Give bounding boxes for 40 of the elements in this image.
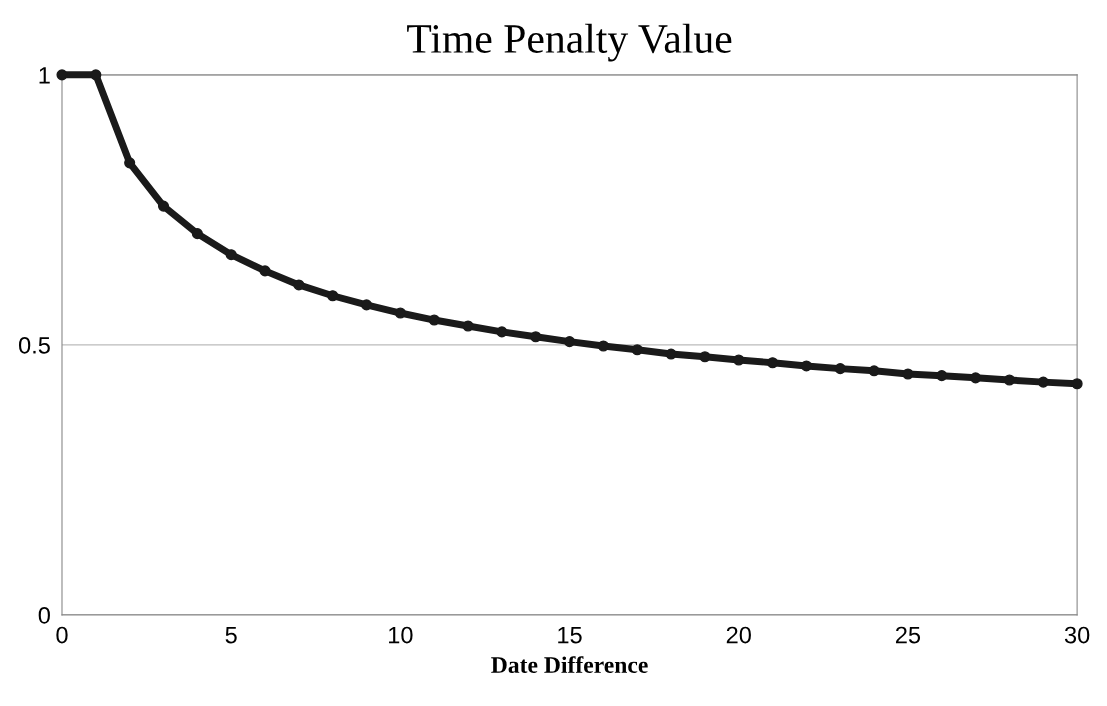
point bbox=[259, 265, 271, 277]
point bbox=[597, 340, 609, 352]
x-tick-label: 10 bbox=[389, 626, 413, 644]
y-tick-label: 0.5 bbox=[18, 336, 50, 354]
point bbox=[631, 344, 643, 356]
point bbox=[124, 157, 136, 169]
point bbox=[665, 348, 677, 360]
point bbox=[1037, 376, 1049, 388]
point bbox=[360, 299, 373, 311]
point bbox=[157, 200, 170, 212]
point bbox=[327, 290, 339, 302]
point bbox=[225, 249, 237, 261]
y-tick-label: 1 bbox=[39, 67, 50, 84]
point bbox=[563, 336, 576, 348]
x-tick-label: 15 bbox=[558, 626, 582, 644]
x-axis-title: Date Difference bbox=[491, 656, 648, 673]
point bbox=[293, 279, 305, 291]
point bbox=[530, 331, 542, 343]
point bbox=[191, 228, 203, 240]
x-tick-label: 5 bbox=[225, 626, 237, 644]
chart-title: Time Penalty Value bbox=[407, 23, 732, 62]
point bbox=[496, 326, 508, 338]
point bbox=[902, 368, 914, 380]
x-tick-label: 20 bbox=[726, 626, 751, 644]
point bbox=[56, 69, 68, 81]
point bbox=[936, 370, 948, 382]
point bbox=[394, 307, 406, 319]
point bbox=[699, 351, 711, 363]
point bbox=[868, 365, 880, 377]
point bbox=[834, 363, 846, 375]
x-tick-label: 25 bbox=[895, 626, 921, 644]
point bbox=[733, 354, 745, 366]
point bbox=[767, 357, 779, 369]
x-tick-label: 30 bbox=[1064, 626, 1090, 644]
x-tick-label: 0 bbox=[56, 626, 68, 644]
y-tick-label: 0 bbox=[38, 606, 50, 624]
point bbox=[428, 314, 440, 326]
point bbox=[90, 69, 102, 81]
point bbox=[1071, 378, 1083, 390]
point bbox=[462, 320, 474, 332]
